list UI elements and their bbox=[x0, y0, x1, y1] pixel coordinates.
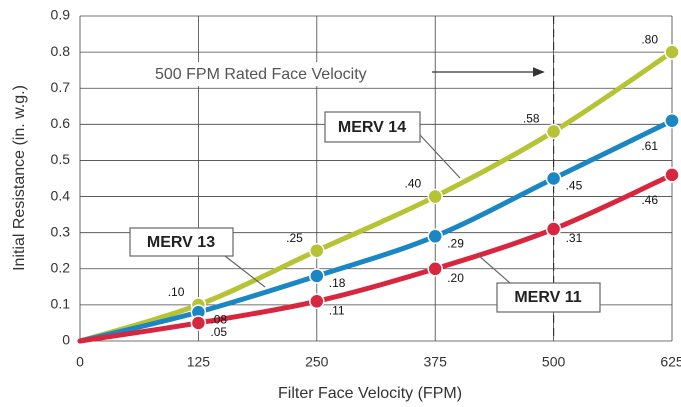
y-tick-label: 0.6 bbox=[51, 115, 71, 131]
data-point bbox=[427, 228, 443, 245]
x-axis-label: Filter Face Velocity (FPM) bbox=[278, 385, 462, 402]
legend-entry: MERV 11 bbox=[514, 289, 581, 306]
data-point bbox=[427, 261, 443, 277]
x-tick-label: 500 bbox=[542, 354, 566, 370]
data-point bbox=[427, 188, 443, 205]
data-point bbox=[664, 112, 680, 129]
annotation: 500 FPM Rated Face Velocity bbox=[155, 66, 367, 83]
data-label: .05 bbox=[210, 325, 227, 339]
legend-entry: MERV 13 bbox=[147, 234, 215, 251]
x-tick-label: 125 bbox=[187, 354, 211, 370]
data-label: .31 bbox=[566, 231, 583, 245]
data-point bbox=[309, 242, 325, 259]
data-point bbox=[309, 293, 325, 310]
data-label: .20 bbox=[447, 271, 464, 285]
data-point bbox=[664, 167, 680, 183]
y-tick-label: 0.5 bbox=[51, 151, 71, 167]
y-tick-label: 0.1 bbox=[51, 296, 71, 312]
data-label: .10 bbox=[168, 285, 185, 299]
callout: MERV 11 bbox=[477, 254, 601, 313]
data-label: .29 bbox=[447, 236, 464, 250]
y-tick-label: 0 bbox=[62, 332, 70, 348]
data-label: .58 bbox=[523, 112, 540, 126]
data-label: .08 bbox=[210, 312, 227, 326]
data-label: .45 bbox=[566, 179, 583, 193]
data-point bbox=[309, 268, 325, 284]
legend-entry: MERV 14 bbox=[338, 119, 406, 136]
y-tick-label: 0.2 bbox=[51, 259, 71, 275]
x-tick-label: 250 bbox=[305, 354, 329, 370]
data-label: .11 bbox=[329, 303, 345, 317]
data-point bbox=[664, 44, 680, 60]
data-point bbox=[545, 221, 562, 237]
y-axis-label: Initial Resistance (in. w.g.) bbox=[11, 85, 28, 271]
data-label: .40 bbox=[405, 177, 422, 191]
x-tick-label: 0 bbox=[76, 354, 84, 370]
y-tick-label: 0.9 bbox=[51, 7, 71, 23]
series-line bbox=[77, 118, 675, 344]
data-label: .25 bbox=[286, 231, 303, 245]
y-tick-label: 0.8 bbox=[51, 43, 71, 59]
annotation-bg bbox=[150, 62, 430, 86]
x-tick-label: 625 bbox=[660, 354, 681, 370]
series-line bbox=[77, 49, 675, 344]
x-tick-label: 375 bbox=[424, 354, 448, 370]
y-tick-label: 0.7 bbox=[51, 79, 71, 95]
data-label: .61 bbox=[641, 139, 658, 153]
y-tick-label: 0.4 bbox=[51, 187, 71, 203]
data-point bbox=[545, 170, 562, 187]
data-label: .46 bbox=[641, 193, 658, 207]
data-label: .18 bbox=[329, 276, 346, 290]
callout: MERV 13 bbox=[129, 227, 266, 288]
data-point bbox=[190, 315, 207, 331]
y-tick-label: 0.3 bbox=[51, 223, 71, 239]
data-point bbox=[545, 123, 562, 140]
callout: MERV 14 bbox=[324, 111, 461, 179]
data-label: .80 bbox=[641, 32, 658, 46]
